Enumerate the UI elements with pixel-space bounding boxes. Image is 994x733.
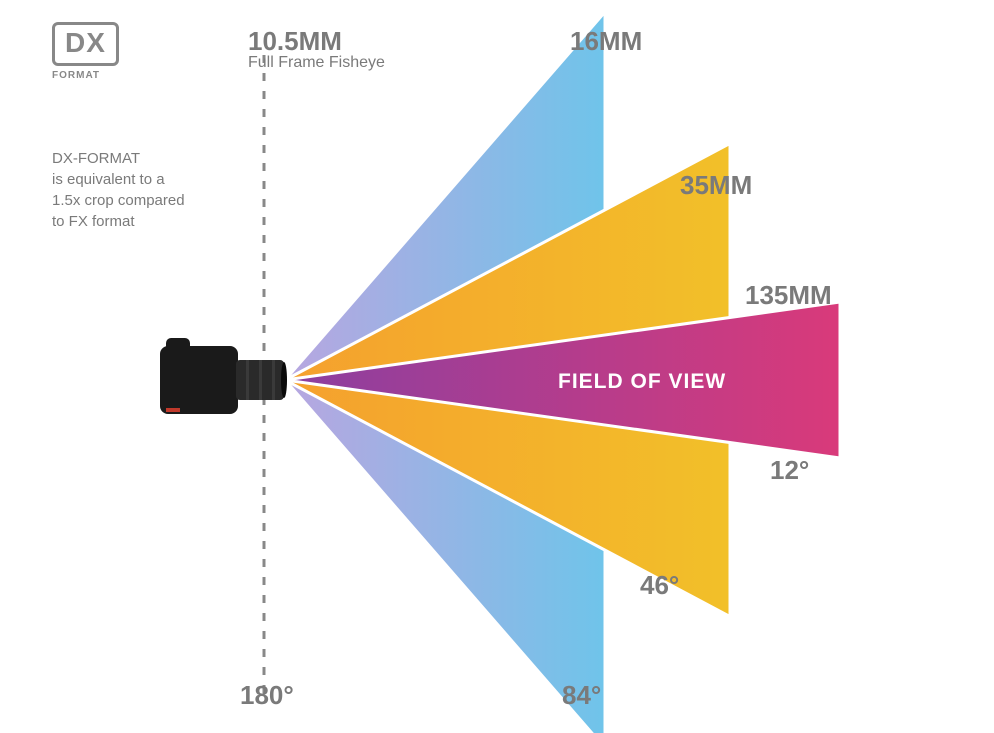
focal-label-35mm: 35MM (680, 170, 752, 201)
angle-label-12°: 12° (770, 455, 809, 486)
camera-icon (160, 338, 287, 414)
angle-label-84°: 84° (562, 680, 601, 711)
focal-label-16mm: 16MM (570, 26, 642, 57)
focal-label-10.5mm: 10.5MM (248, 26, 342, 57)
focal-subtitle: Full Frame Fisheye (248, 54, 385, 72)
field-of-view-label: FIELD OF VIEW (558, 370, 726, 394)
angle-label-180°: 180° (240, 680, 294, 711)
focal-label-135mm: 135MM (745, 280, 832, 311)
angle-label-46°: 46° (640, 570, 679, 601)
fov-diagram (0, 0, 994, 733)
